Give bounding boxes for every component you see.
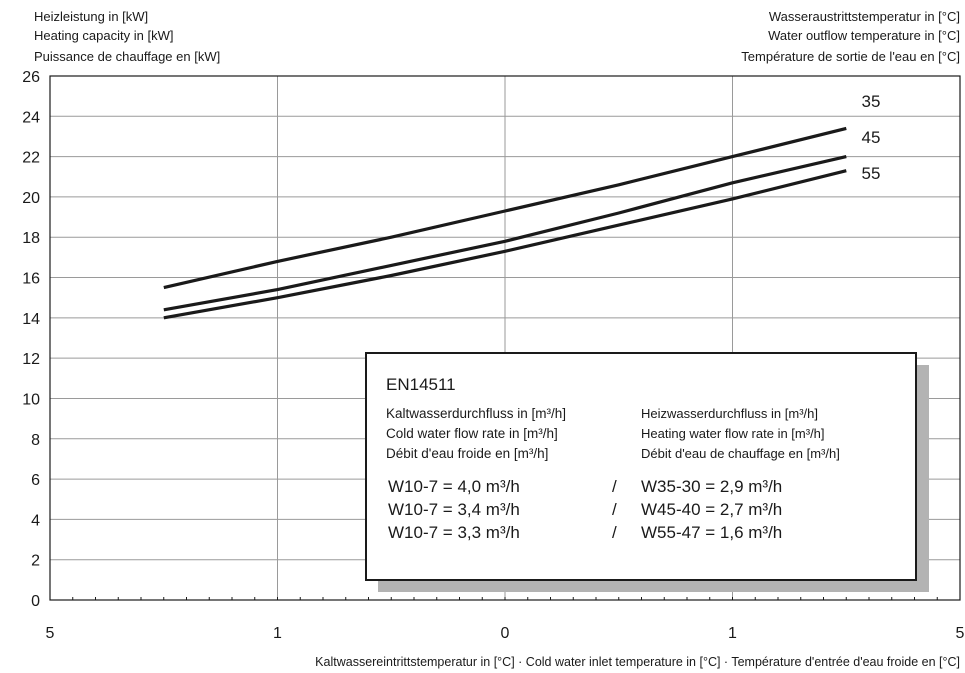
series-line-55 — [163, 169, 847, 320]
y-tick-label: 8 — [31, 432, 40, 449]
info-box-panel — [365, 352, 917, 581]
y-tick-label: 16 — [22, 271, 40, 288]
y-tick-label: 14 — [22, 311, 40, 328]
heating-flow-header-fr: Débit d'eau de chauffage en [m³/h] — [641, 446, 840, 461]
series-title-fr: Température de sortie de l'eau en [°C] — [741, 49, 960, 64]
plot-frame — [49, 75, 961, 601]
series-title-de: Wasseraustrittstemperatur in [°C] — [769, 9, 960, 24]
series-title-en: Water outflow temperature in [°C] — [768, 28, 960, 43]
y-axis-title-de: Heizleistung in [kW] — [34, 9, 148, 24]
flow-row-1-right: W35-30 = 2,9 m³/h — [641, 477, 782, 496]
y-tick-label: 4 — [31, 512, 40, 529]
y-axis-title-en: Heating capacity in [kW] — [34, 28, 173, 43]
flow-row-2-right: W45-40 = 2,7 m³/h — [641, 500, 782, 519]
flow-row-1-sep: / — [612, 477, 617, 496]
series-labels: 35 45 55 — [862, 92, 881, 183]
series-line-45 — [163, 155, 847, 312]
series-lines — [163, 126, 847, 320]
series-label-55: 55 — [862, 164, 881, 183]
flow-row-1-left: W10-7 = 4,0 m³/h — [388, 477, 520, 496]
heating-flow-header-de: Heizwasserdurchfluss in [m³/h] — [641, 406, 818, 421]
x-tick-label: 5 — [956, 625, 965, 642]
y-tick-label: 26 — [22, 69, 40, 86]
flow-row-2-left: W10-7 = 3,4 m³/h — [388, 500, 520, 519]
x-tick-label: 1 — [273, 625, 282, 642]
y-tick-label: 6 — [31, 472, 40, 489]
y-tick-label: 2 — [31, 553, 40, 570]
y-tick-label: 22 — [22, 150, 40, 167]
flow-row-3-right: W55-47 = 1,6 m³/h — [641, 523, 782, 542]
series-label-45: 45 — [862, 128, 881, 147]
y-tick-label: 12 — [22, 351, 40, 368]
y-tick-label: 24 — [22, 109, 40, 126]
x-ticks: 5 1 0 1 5 — [46, 597, 965, 642]
cold-flow-header-de: Kaltwasserdurchfluss in [m³/h] — [386, 406, 566, 421]
x-axis-title: Kaltwassereintrittstemperatur in [°C] · … — [315, 655, 960, 669]
info-box: EN14511 Kaltwasserdurchfluss in [m³/h] C… — [365, 352, 929, 592]
cold-flow-header-en: Cold water flow rate in [m³/h] — [386, 426, 558, 441]
flow-row-2-sep: / — [612, 500, 617, 519]
heating-flow-header-en: Heating water flow rate in [m³/h] — [641, 426, 825, 441]
series-line-35 — [163, 126, 847, 290]
flow-row-3-sep: / — [612, 523, 617, 542]
info-box-title: EN14511 — [386, 375, 456, 394]
x-tick-label: 5 — [46, 625, 55, 642]
y-axis-title-fr: Puissance de chauffage en [kW] — [34, 49, 220, 64]
flow-row-3-left: W10-7 = 3,3 m³/h — [388, 523, 520, 542]
x-tick-label: 0 — [501, 625, 510, 642]
y-tick-label: 0 — [31, 593, 40, 610]
y-tick-label: 18 — [22, 230, 40, 247]
series-label-35: 35 — [862, 92, 881, 111]
cold-flow-header-fr: Débit d'eau froide en [m³/h] — [386, 446, 548, 461]
y-tick-label: 10 — [22, 391, 40, 408]
y-tick-label: 20 — [22, 190, 40, 207]
x-tick-label: 1 — [728, 625, 737, 642]
